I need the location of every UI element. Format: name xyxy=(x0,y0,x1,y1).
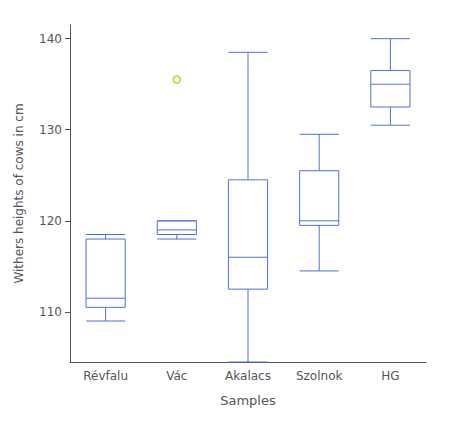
svg-text:Samples: Samples xyxy=(220,393,276,408)
svg-text:Withers heights of cows in cm: Withers heights of cows in cm xyxy=(12,103,26,283)
svg-text:Szolnok: Szolnok xyxy=(296,369,343,383)
svg-text:140: 140 xyxy=(39,32,62,46)
svg-text:130: 130 xyxy=(39,123,62,137)
svg-text:Révfalu: Révfalu xyxy=(83,369,128,383)
svg-text:110: 110 xyxy=(39,305,62,319)
svg-text:120: 120 xyxy=(39,214,62,228)
svg-text:Akalacs: Akalacs xyxy=(225,369,271,383)
svg-text:HG: HG xyxy=(381,369,399,383)
svg-text:Vác: Vác xyxy=(166,369,187,383)
